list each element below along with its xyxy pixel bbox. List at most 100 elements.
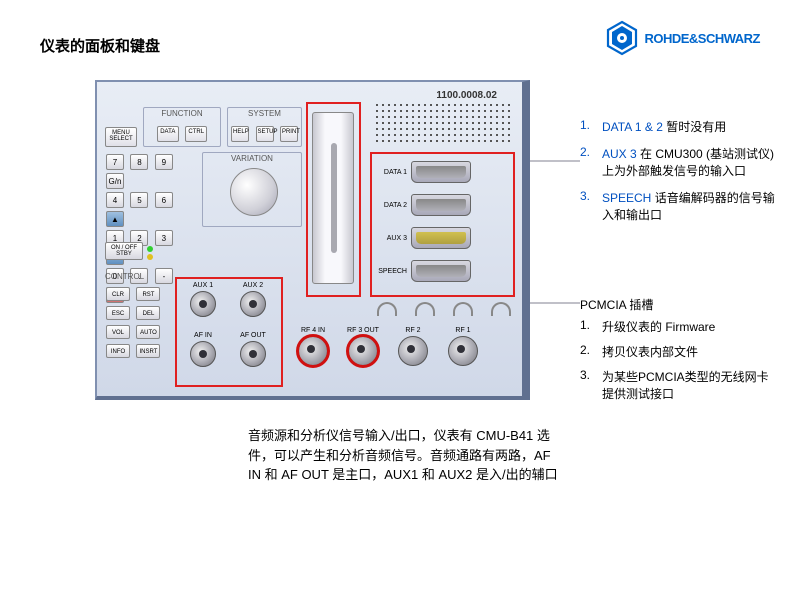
aux3-label: AUX 3 — [375, 235, 411, 242]
loop-icon — [491, 302, 511, 316]
list-item: 3.为某些PCMCIA类型的无线网卡提供测试接口 — [580, 368, 780, 402]
auto-button[interactable]: AUTO — [136, 325, 160, 339]
aux2-label: AUX 2 — [233, 282, 273, 289]
data1-port: DATA 1 — [375, 157, 515, 187]
pcmcia-callout-title: PCMCIA 插槽 — [580, 296, 653, 313]
rf1-connector[interactable] — [448, 336, 478, 366]
data-button[interactable]: DATA — [157, 126, 179, 142]
led-amber — [147, 254, 153, 260]
aux3-port: AUX 3 — [375, 223, 515, 253]
key-9[interactable]: 9 — [155, 154, 173, 170]
system-label: SYSTEM — [228, 109, 301, 118]
ground-loops — [377, 302, 511, 316]
pcmcia-highlight-box — [306, 102, 361, 297]
key-8[interactable]: 8 — [130, 154, 148, 170]
esc-button[interactable]: ESC — [106, 306, 130, 320]
item-number: 2. — [580, 343, 602, 360]
key-7[interactable]: 7 — [106, 154, 124, 170]
data2-connector[interactable] — [411, 194, 471, 216]
item-number: 3. — [580, 189, 602, 223]
afout-label: AF OUT — [233, 332, 273, 339]
help-button[interactable]: HELP — [231, 126, 249, 142]
ctrl-button[interactable]: CTRL — [185, 126, 207, 142]
key-3[interactable]: 3 — [155, 230, 173, 246]
key-gn[interactable]: G/n — [106, 173, 124, 189]
item-key: DATA 1 & 2 — [602, 120, 666, 134]
menu-select-button[interactable]: MENU SELECT — [105, 127, 137, 147]
info-button[interactable]: INFO — [106, 344, 130, 358]
rf3out-port: RF 3 OUT — [342, 327, 384, 366]
item-text: 暂时没有用 — [666, 120, 726, 134]
rs-logo-icon — [606, 20, 638, 56]
item-number: 1. — [580, 318, 602, 335]
rf1-port: RF 1 — [442, 327, 484, 366]
loop-icon — [453, 302, 473, 316]
key-6[interactable]: 6 — [155, 192, 173, 208]
model-number: 1100.0008.02 — [436, 90, 497, 101]
item-text: 为某些PCMCIA类型的无线网卡提供测试接口 — [602, 368, 780, 402]
variation-section: VARIATION — [202, 152, 302, 227]
speech-connector[interactable] — [411, 260, 471, 282]
key-5[interactable]: 5 — [130, 192, 148, 208]
print-button[interactable]: PRINT — [280, 126, 298, 142]
speech-label: SPEECH — [375, 268, 411, 275]
aux1-label: AUX 1 — [183, 282, 223, 289]
rf4in-label: RF 4 IN — [292, 327, 334, 334]
afin-connector[interactable] — [190, 341, 216, 367]
led-green — [147, 246, 153, 252]
data1-connector[interactable] — [411, 161, 471, 183]
control-label: CONTROL — [105, 272, 165, 281]
rf4in-connector[interactable] — [298, 336, 328, 366]
variation-label: VARIATION — [203, 154, 301, 163]
vol-button[interactable]: VOL — [106, 325, 130, 339]
serial-callout-list: 1.DATA 1 & 2 暂时没有用 2.AUX 3 在 CMU300 (基站测… — [580, 118, 775, 233]
del-button[interactable]: DEL — [136, 306, 160, 320]
setup-button[interactable]: SETUP — [256, 126, 274, 142]
clr-button[interactable]: CLR — [106, 287, 130, 301]
data2-port: DATA 2 — [375, 190, 515, 220]
item-key: AUX 3 — [602, 147, 640, 161]
power-button[interactable]: ON / OFF STBY — [105, 242, 143, 260]
afout-connector[interactable] — [240, 341, 266, 367]
list-item: 3.SPEECH 话音编解码器的信号输入和输出口 — [580, 189, 775, 223]
item-number: 1. — [580, 118, 602, 135]
key-up[interactable]: ▲ — [106, 211, 124, 227]
audio-callout-text: 音频源和分析仪信号输入/出口，仪表有 CMU-B41 选件，可以产生和分析音频信… — [248, 426, 558, 485]
rf3out-connector[interactable] — [348, 336, 378, 366]
afout-port: AF OUT — [233, 332, 273, 380]
brand-logo: ROHDE&SCHWARZ — [606, 20, 760, 56]
item-text: 拷贝仪表内部文件 — [602, 343, 698, 360]
rf3out-label: RF 3 OUT — [342, 327, 384, 334]
aux1-port: AUX 1 — [183, 282, 223, 330]
rf2-label: RF 2 — [392, 327, 434, 334]
list-item: 1.升级仪表的 Firmware — [580, 318, 780, 335]
afin-label: AF IN — [183, 332, 223, 339]
key-4[interactable]: 4 — [106, 192, 124, 208]
rf1-label: RF 1 — [442, 327, 484, 334]
page-title: 仪表的面板和键盘 — [40, 35, 160, 56]
aux2-port: AUX 2 — [233, 282, 273, 330]
aux1-connector[interactable] — [190, 291, 216, 317]
rf2-port: RF 2 — [392, 327, 434, 366]
aux3-connector[interactable] — [411, 227, 471, 249]
rst-button[interactable]: RST — [136, 287, 160, 301]
aux2-connector[interactable] — [240, 291, 266, 317]
jog-wheel[interactable] — [230, 168, 278, 216]
list-item: 1.DATA 1 & 2 暂时没有用 — [580, 118, 775, 135]
system-section: SYSTEM HELP SETUP PRINT — [227, 107, 302, 147]
speaker-grille — [374, 102, 514, 144]
loop-icon — [377, 302, 397, 316]
list-item: 2.AUX 3 在 CMU300 (基站测试仪) 上为外部触发信号的输入口 — [580, 145, 775, 179]
item-key: SPEECH — [602, 191, 655, 205]
item-number: 2. — [580, 145, 602, 179]
rf2-connector[interactable] — [398, 336, 428, 366]
brand-text: ROHDE&SCHWARZ — [644, 31, 760, 46]
rf4in-port: RF 4 IN — [292, 327, 334, 366]
loop-icon — [415, 302, 435, 316]
rf-ports: RF 4 IN RF 3 OUT RF 2 RF 1 — [292, 327, 484, 366]
instrument-panel: 1100.0008.02 FUNCTION DATA CTRL SYSTEM H… — [95, 80, 530, 400]
insrt-button[interactable]: INSRT — [136, 344, 160, 358]
item-text: 升级仪表的 Firmware — [602, 318, 715, 335]
data1-label: DATA 1 — [375, 169, 411, 176]
control-section: CONTROL CLR RST ESC DEL VOL AUTO INFO IN… — [105, 272, 165, 359]
